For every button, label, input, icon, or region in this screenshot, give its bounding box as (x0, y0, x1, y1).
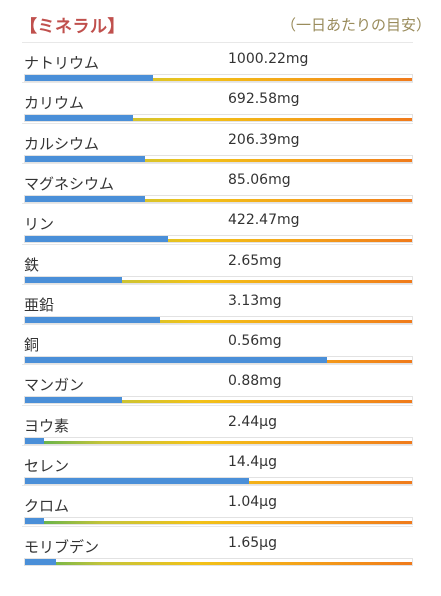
mineral-name: クロム (24, 497, 70, 516)
mineral-value: 85.06mg (228, 171, 291, 188)
mineral-row-molybdenum: モリブデン 1.65μg (0, 525, 441, 566)
mineral-value: 0.56mg (228, 333, 282, 350)
target-gradient-line (25, 78, 412, 81)
mineral-name: 亜鉛 (24, 295, 55, 314)
mineral-name: モリブデン (24, 537, 100, 556)
mineral-name: ナトリウム (24, 54, 100, 72)
mineral-name: 鉄 (24, 255, 40, 274)
mineral-row-zinc: 亜鉛 3.13mg (0, 283, 441, 324)
mineral-bar-track (24, 235, 413, 244)
mineral-value: 422.47mg (228, 212, 300, 229)
row-divider (22, 283, 413, 285)
mineral-row-magnesium: マグネシウム 85.06mg (0, 162, 441, 203)
mineral-value: 1.65μg (228, 534, 277, 551)
mineral-bar-fill (25, 115, 134, 122)
mineral-bar-fill (25, 236, 169, 243)
target-gradient-line (25, 521, 412, 525)
mineral-name: カリウム (24, 94, 85, 113)
mineral-row-iron: 鉄 2.65mg (0, 243, 441, 284)
mineral-value: 1000.22mg (228, 51, 309, 67)
mineral-value: 692.58mg (228, 91, 300, 108)
mineral-bar-track (24, 194, 413, 203)
mineral-row-phosphorus: リン 422.47mg (0, 203, 441, 244)
mineral-bar-fill (25, 155, 145, 162)
mineral-bar-track (24, 114, 413, 123)
row-divider (22, 243, 413, 245)
mineral-bar-fill (25, 478, 250, 484)
mineral-bar-fill (25, 195, 145, 202)
mineral-value: 1.04μg (228, 494, 277, 511)
mineral-row-chromium: クロム 1.04μg (0, 485, 441, 526)
target-gradient-line (25, 118, 412, 122)
row-divider (22, 82, 413, 84)
mineral-bar-track (24, 517, 413, 526)
mineral-bar-track (24, 356, 413, 365)
mineral-row-manganese: マンガン 0.88mg (0, 364, 441, 405)
mineral-bar-track (24, 154, 413, 163)
target-gradient-line (25, 239, 412, 243)
panel-header: 【ミネラル】 （一日あたりの目安） (0, 0, 441, 44)
mineral-name: セレン (24, 457, 70, 475)
mineral-value: 2.44μg (228, 413, 277, 430)
mineral-row-iodine: ヨウ素 2.44μg (0, 404, 441, 445)
mineral-name: カルシウム (24, 134, 100, 153)
mineral-row-potassium: カリウム 692.58mg (0, 82, 441, 123)
mineral-name: マグネシウム (24, 174, 115, 193)
mineral-bar-track (24, 436, 413, 445)
mineral-name: リン (24, 215, 55, 234)
mineral-bar-track (24, 557, 413, 566)
mineral-row-copper: 銅 0.56mg (0, 324, 441, 365)
mineral-bar-fill (25, 397, 122, 404)
row-divider (22, 162, 413, 164)
target-gradient-line (25, 198, 412, 202)
mineral-value: 2.65mg (228, 252, 282, 269)
row-divider (22, 203, 413, 205)
target-gradient-line (25, 440, 412, 444)
mineral-bar-track (24, 477, 413, 485)
mineral-bar-fill (25, 357, 327, 364)
mineral-value: 0.88mg (228, 373, 282, 390)
row-divider (22, 525, 413, 527)
mineral-bar-fill (25, 276, 122, 283)
mineral-bar-fill (25, 75, 153, 81)
target-gradient-line (25, 279, 412, 283)
row-divider (22, 445, 413, 446)
mineral-bar-fill (25, 437, 45, 444)
mineral-row-selenium: セレン 14.4μg (0, 445, 441, 485)
target-gradient-line (25, 400, 412, 404)
mineral-bar-fill (25, 316, 161, 323)
mineral-value: 3.13mg (228, 292, 282, 309)
mineral-row-sodium: ナトリウム 1000.22mg (0, 42, 441, 82)
section-subtitle: （一日あたりの目安） (280, 16, 431, 34)
mineral-value: 14.4μg (228, 454, 277, 470)
mineral-bar-track (24, 275, 413, 284)
section-title: 【ミネラル】 (20, 17, 125, 37)
row-divider (22, 364, 413, 366)
mineral-bar-track (24, 74, 413, 82)
row-divider (22, 324, 413, 326)
mineral-row-calcium: カルシウム 206.39mg (0, 122, 441, 163)
row-divider (22, 42, 413, 43)
row-divider (22, 122, 413, 124)
mineral-bar-fill (25, 558, 56, 565)
row-divider (22, 404, 413, 406)
mineral-name: ヨウ素 (24, 416, 70, 435)
target-gradient-line (25, 158, 412, 162)
mineral-bar-fill (25, 518, 45, 525)
target-gradient-line (25, 319, 412, 323)
mineral-bar-track (24, 396, 413, 405)
mineral-bar-track (24, 315, 413, 324)
target-gradient-line (25, 561, 412, 565)
row-divider (22, 485, 413, 487)
mineral-name: マンガン (24, 376, 85, 395)
mineral-name: 銅 (24, 336, 40, 355)
mineral-value: 206.39mg (228, 131, 300, 148)
